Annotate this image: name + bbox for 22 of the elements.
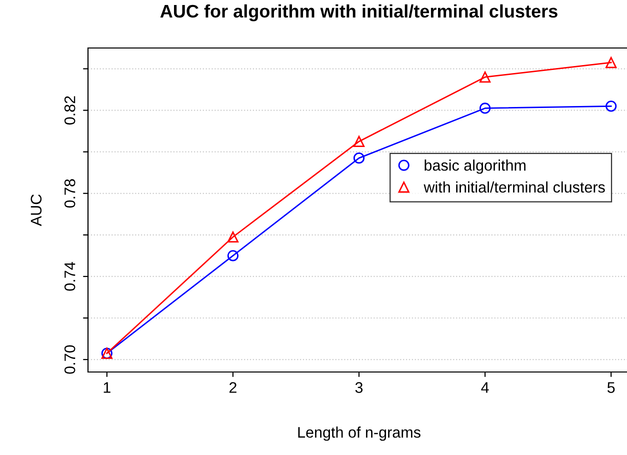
point	[606, 100, 617, 112]
point	[606, 56, 617, 68]
y-tick-label: 0.82	[64, 96, 76, 125]
y-axis-title: AUC	[30, 194, 42, 226]
y-tick-label: 0.78	[64, 179, 76, 208]
x-axis-title: Length of n-grams	[298, 426, 420, 441]
legend-label: basic algorithm	[424, 160, 526, 174]
y-tick-label: 0.70	[64, 345, 76, 374]
x-tick-label: 4	[481, 382, 489, 393]
point	[227, 250, 239, 262]
x-tick-label: 3	[355, 382, 363, 393]
x-tick-label: 5	[607, 382, 615, 393]
legend-label: with initial/terminal clusters	[424, 181, 605, 193]
point	[227, 231, 239, 243]
point	[353, 152, 365, 164]
chart-title: AUC for algorithm with initial/terminal clusters	[160, 4, 558, 22]
y-tick-label: 0.74	[64, 262, 76, 291]
x-tick-label: 2	[229, 382, 236, 393]
point	[479, 102, 491, 114]
x-tick-label: 1	[104, 382, 110, 393]
point	[353, 136, 365, 148]
point	[479, 72, 491, 83]
